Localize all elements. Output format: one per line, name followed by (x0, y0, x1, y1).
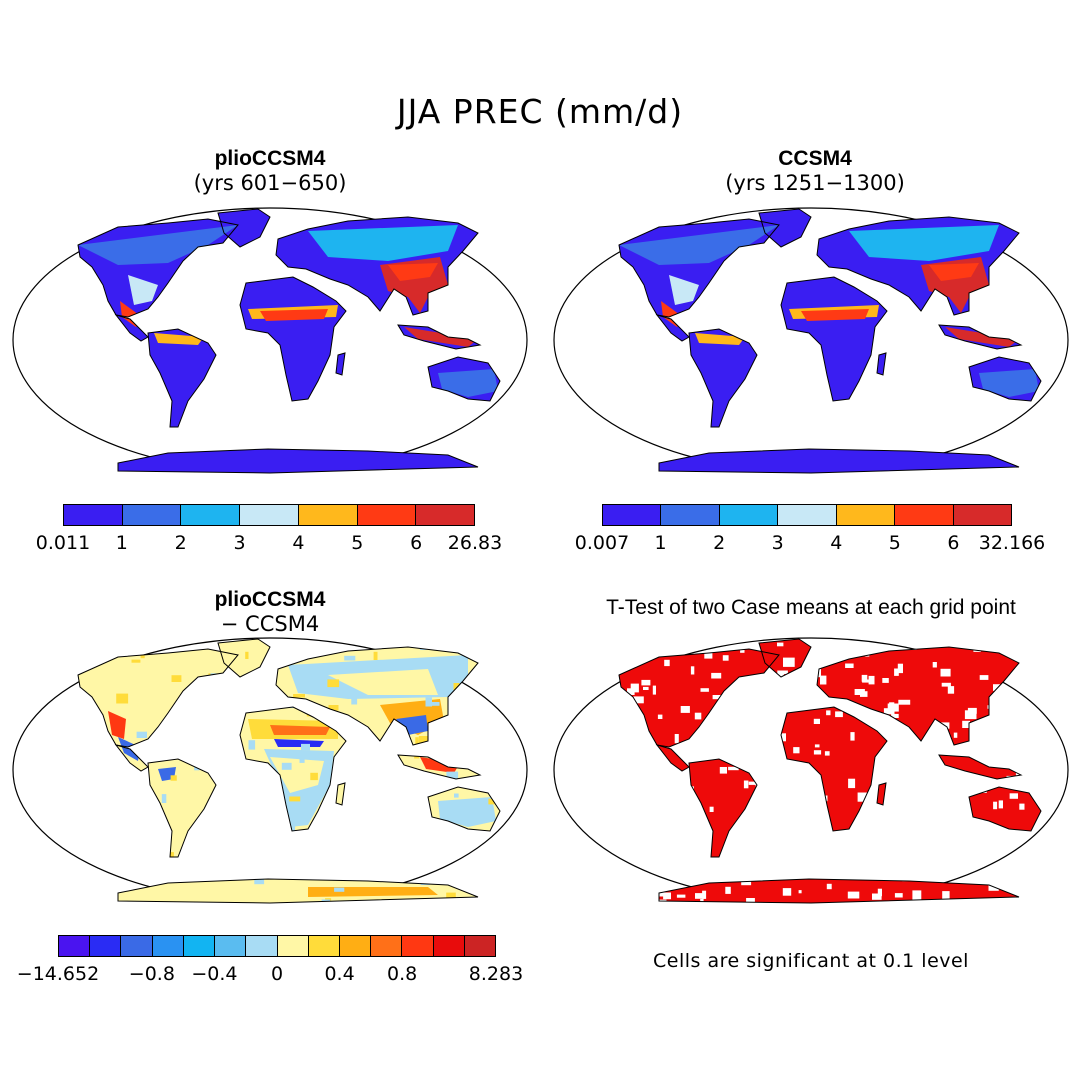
colorbar-swatch (953, 505, 1011, 525)
continent-greenland (218, 209, 270, 247)
field-overlay (619, 225, 1039, 397)
colorbar-tick-label: 0.8 (387, 963, 418, 985)
continent-centralAmerica (657, 315, 689, 341)
colorbar-swatch (719, 505, 779, 525)
map-plio (12, 207, 528, 474)
colorbar-swatch (895, 505, 954, 525)
panel-subtitle: − CCSM4 (220, 612, 320, 636)
continent-southAmerica (689, 329, 757, 427)
map-ccsm4 (553, 207, 1069, 474)
colorbar-tick-label: 5 (351, 532, 364, 554)
continent-centralAmerica (657, 745, 689, 771)
colorbar-tick-label: 6 (410, 532, 423, 554)
colorbar-tick-label: −0.4 (191, 963, 238, 985)
panel-title: T-Test of two Case means at each grid po… (606, 596, 1016, 619)
colorbar-diff: −14.652 −0.8 −0.4 0 0.4 0.8 8.283 (17, 935, 523, 985)
colorbar-tick-label: 26.83 (447, 532, 503, 554)
continent-southAmerica (148, 329, 216, 427)
colorbar-tick-label: −14.652 (16, 963, 100, 985)
significance-note: Cells are significant at 0.1 level (653, 950, 969, 972)
colorbar-swatch (215, 936, 247, 956)
colorbar-plio: 0.011 1 2 3 4 5 6 26.83 (36, 504, 502, 554)
panel-title: plioCCSM4 (214, 147, 326, 170)
colorbar-tick-label: −0.8 (128, 963, 175, 985)
coastlines (77, 638, 501, 904)
colorbar-swatch (122, 505, 182, 525)
map-ttest (553, 637, 1069, 904)
colorbar-tick-label: 32.166 (978, 532, 1046, 554)
panel-plio-title-block: plioCCSM4 (yrs 601−650) (90, 147, 450, 195)
colorbar-swatch (90, 936, 122, 956)
panel-title: CCSM4 (778, 147, 852, 170)
colorbar-swatch (836, 505, 896, 525)
panel-subtitle: (yrs 1251−1300) (725, 171, 905, 195)
colorbar-swatch (357, 505, 417, 525)
colorbar-swatch (339, 936, 372, 956)
colorbar-ticks: 0.007 1 2 3 4 5 6 32.166 (575, 532, 1045, 558)
colorbar-swatch (661, 505, 720, 525)
colorbar-ticks: 0.011 1 2 3 4 5 6 26.83 (36, 532, 502, 558)
colorbar-tick-label: 2 (713, 532, 726, 554)
colorbar-swatches (63, 504, 475, 526)
continent-antarctica (118, 449, 478, 473)
colorbar-swatch (371, 936, 403, 956)
panel-ttest-title-block: T-Test of two Case means at each grid po… (548, 596, 1074, 620)
colorbar-tick-label: 0.011 (35, 532, 91, 554)
colorbar-swatches (58, 935, 496, 957)
colorbar-tick-label: 8.283 (468, 963, 524, 985)
colorbar-tick-label: 0.4 (324, 963, 355, 985)
continent-greenland (759, 209, 811, 247)
colorbar-swatch (181, 505, 241, 525)
coastlines (77, 208, 501, 474)
colorbar-swatch (464, 936, 496, 956)
colorbar-swatch (603, 505, 662, 525)
colorbar-swatch (778, 505, 837, 525)
continent-greenland (218, 639, 270, 677)
colorbar-ticks: −14.652 −0.8 −0.4 0 0.4 0.8 8.283 (17, 963, 523, 989)
colorbar-tick-label: 1 (654, 532, 667, 554)
colorbar-swatch (416, 505, 475, 525)
continent-europeAsia (817, 647, 1019, 745)
panel-diff-title-block: plioCCSM4 − CCSM4 (90, 588, 450, 636)
panel-ccsm4-title-block: CCSM4 (yrs 1251−1300) (635, 147, 995, 195)
colorbar-tick-label: 6 (947, 532, 960, 554)
continent-northAmerica (619, 649, 779, 747)
colorbar-swatch (308, 936, 340, 956)
continent-centralAmerica (116, 315, 148, 341)
colorbar-ccsm4: 0.007 1 2 3 4 5 6 32.166 (575, 504, 1045, 554)
colorbar-swatch (183, 936, 216, 956)
panel-subtitle: (yrs 601−650) (193, 171, 347, 195)
colorbar-swatch (64, 505, 123, 525)
colorbar-swatch (402, 936, 434, 956)
continent-antarctica (659, 449, 1019, 473)
colorbar-tick-label: 4 (830, 532, 843, 554)
continent-indonesia (939, 755, 1021, 779)
colorbar-swatch (277, 936, 309, 956)
coastlines (618, 208, 1042, 474)
colorbar-tick-label: 5 (888, 532, 901, 554)
colorbar-swatch (240, 505, 299, 525)
colorbar-swatches (602, 504, 1012, 526)
figure-title: JJA PREC (mm/d) (396, 92, 684, 131)
colorbar-tick-label: 0 (270, 963, 284, 985)
continent-southAmerica (689, 759, 757, 857)
colorbar-swatch (298, 505, 358, 525)
colorbar-swatch (246, 936, 278, 956)
colorbar-tick-label: 2 (174, 532, 187, 554)
colorbar-tick-label: 1 (115, 532, 128, 554)
colorbar-swatch (59, 936, 91, 956)
colorbar-swatch (433, 936, 465, 956)
map-diff (12, 637, 528, 904)
panel-title: plioCCSM4 (214, 588, 326, 611)
colorbar-tick-label: 3 (771, 532, 784, 554)
colorbar-tick-label: 0.007 (574, 532, 630, 554)
colorbar-tick-label: 3 (233, 532, 246, 554)
colorbar-swatch (152, 936, 184, 956)
colorbar-swatch (121, 936, 153, 956)
colorbar-tick-label: 4 (292, 532, 305, 554)
coastlines (618, 638, 1042, 904)
